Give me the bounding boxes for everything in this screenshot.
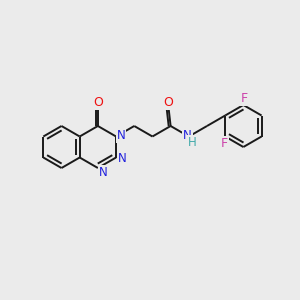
- Text: F: F: [240, 92, 247, 105]
- Text: N: N: [118, 152, 126, 165]
- Text: F: F: [221, 136, 228, 150]
- Text: O: O: [93, 96, 103, 109]
- Text: O: O: [164, 96, 173, 109]
- Text: N: N: [117, 129, 125, 142]
- Text: N: N: [99, 166, 107, 179]
- Text: H: H: [188, 136, 196, 149]
- Text: N: N: [183, 128, 192, 142]
